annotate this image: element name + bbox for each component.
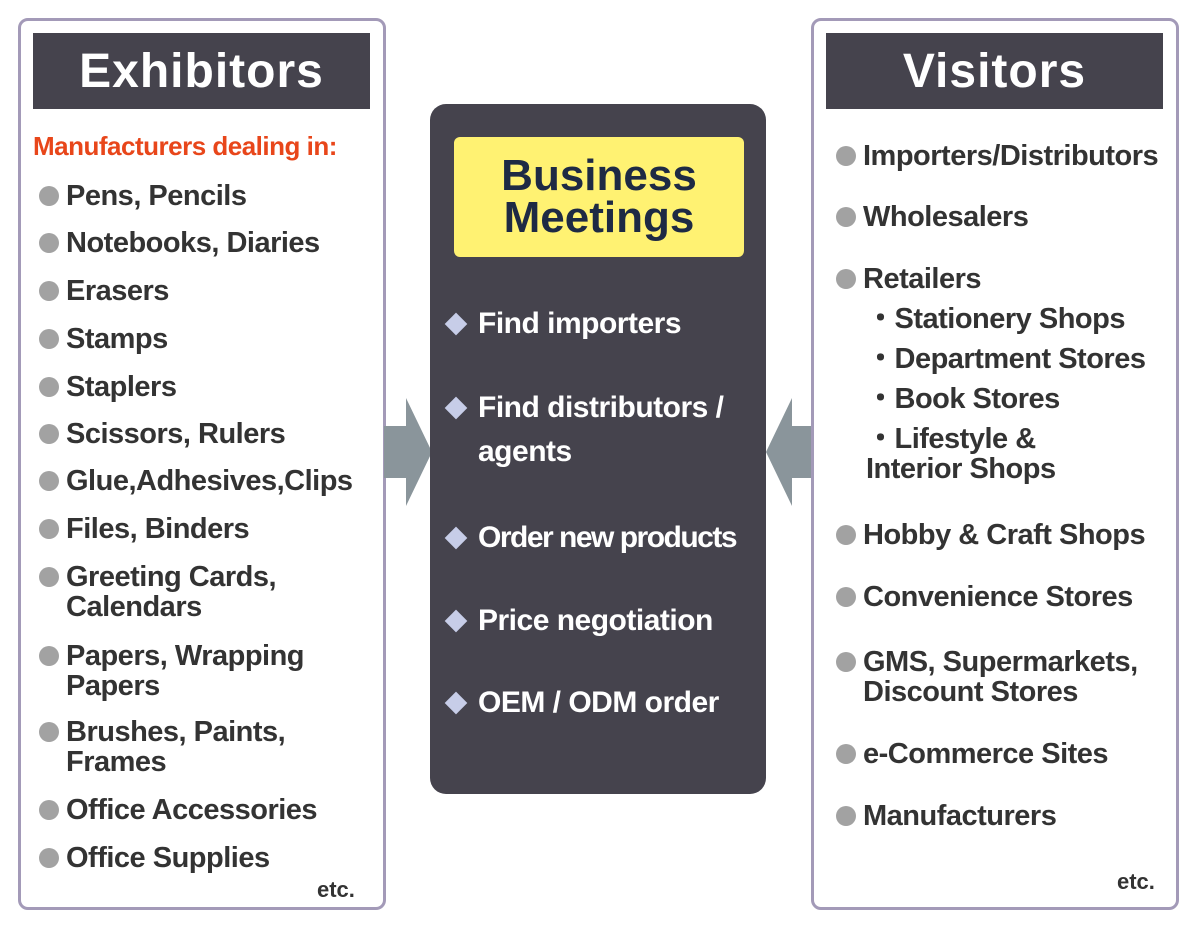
list-item: Greeting Cards, Calendars (39, 562, 339, 622)
list-item: Papers, Wrapping Papers (39, 641, 339, 701)
list-item: Erasers (39, 276, 169, 306)
exhibitors-title: Exhibitors (33, 33, 370, 109)
list-item: Notebooks, Diaries (39, 228, 320, 258)
meeting-item: Find distributors / agents (444, 386, 744, 474)
bullet-icon (836, 806, 856, 826)
list-item: GMS, Supermarkets, Discount Stores (836, 647, 1156, 707)
bullet-icon (836, 587, 856, 607)
business-meetings-panel: Business Meetings Find importers Find di… (430, 104, 766, 794)
bullet-icon (39, 471, 59, 491)
list-item: Wholesalers (836, 202, 1029, 232)
bullet-icon (39, 233, 59, 253)
bullet-icon (39, 329, 59, 349)
list-item: Hobby & Craft Shops (836, 520, 1146, 550)
meeting-item: Price negotiation (444, 599, 713, 643)
arrow-left-icon (766, 398, 814, 506)
bullet-icon (836, 525, 856, 545)
bullet-icon (836, 207, 856, 227)
sub-list-item: ・Department Stores (866, 343, 1146, 375)
bullet-icon (39, 722, 59, 742)
bullet-icon (836, 744, 856, 764)
sub-list-item: ・Book Stores (866, 383, 1060, 415)
list-item: Glue,Adhesives,Clips (39, 466, 353, 496)
bullet-icon (39, 567, 59, 587)
sub-list-item: ・Stationery Shops (866, 303, 1126, 335)
bullet-icon (836, 652, 856, 672)
title-line-2: Meetings (503, 193, 695, 242)
list-item: Brushes, Paints, Frames (39, 717, 339, 777)
bullet-icon (39, 646, 59, 666)
sub-list-item: ・Lifestyle & Interior Shops (866, 423, 1056, 485)
bullet-icon (836, 269, 856, 289)
list-item: Stamps (39, 324, 168, 354)
diamond-bullet-icon (444, 691, 468, 715)
visitors-panel: Visitors Importers/Distributors Wholesal… (811, 18, 1179, 910)
bullet-icon (39, 424, 59, 444)
title-line-1: Business (501, 151, 697, 200)
diamond-bullet-icon (444, 396, 468, 420)
bullet-icon (39, 519, 59, 539)
list-item: e-Commerce Sites (836, 739, 1109, 769)
list-item: Convenience Stores (836, 582, 1133, 612)
list-item: Manufacturers (836, 801, 1057, 831)
bullet-icon (39, 848, 59, 868)
meeting-item: OEM / ODM order (444, 681, 719, 725)
list-item: Office Accessories (39, 795, 318, 825)
diamond-bullet-icon (444, 609, 468, 633)
diamond-bullet-icon (444, 312, 468, 336)
business-meetings-title: Business Meetings (454, 137, 744, 257)
exhibitors-panel: Exhibitors Manufacturers dealing in: Pen… (18, 18, 386, 910)
list-item: Importers/Distributors (836, 141, 1159, 171)
list-item: Office Supplies (39, 843, 270, 873)
bullet-icon (39, 377, 59, 397)
list-item: Files, Binders (39, 514, 250, 544)
visitors-title: Visitors (826, 33, 1163, 109)
arrow-right-icon (384, 398, 432, 506)
list-item: Pens, Pencils (39, 181, 247, 211)
diamond-bullet-icon (444, 526, 468, 550)
bullet-icon (836, 146, 856, 166)
etc-label: etc. (1117, 869, 1155, 894)
exhibitors-subtitle: Manufacturers dealing in: (33, 131, 337, 161)
bullet-icon (39, 186, 59, 206)
list-item: Retailers (836, 264, 982, 294)
meeting-item: Order new products (444, 516, 738, 560)
meeting-item: Find importers (444, 302, 682, 346)
etc-label: etc. (317, 877, 355, 902)
bullet-icon (39, 281, 59, 301)
list-item: Scissors, Rulers (39, 419, 286, 449)
bullet-icon (39, 800, 59, 820)
list-item: Staplers (39, 372, 177, 402)
